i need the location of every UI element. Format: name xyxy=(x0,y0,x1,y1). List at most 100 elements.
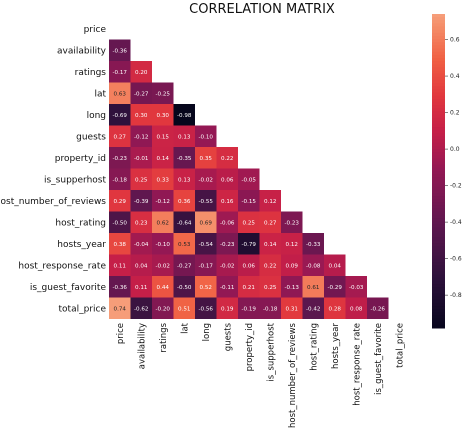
y-axis-labels: price availability ratings lat long guests pro… xyxy=(0,25,107,315)
heatmap-cells: -0.36 -0.17 0.20 0.63 -0.27 -0.25 -0.69 0.30 0.3… xyxy=(109,39,389,319)
cell-value-label: -0.02 xyxy=(156,263,170,269)
cell-value-label: -0.23 xyxy=(113,156,128,162)
x-tick-label: long xyxy=(202,323,212,341)
heatmap-cell xyxy=(195,125,217,147)
heatmap-cell xyxy=(281,211,303,233)
heatmap-cell xyxy=(195,276,217,298)
cell-value-label: -0.15 xyxy=(242,199,257,205)
heatmap-cell xyxy=(259,297,281,319)
cell-value-label: 0.11 xyxy=(135,285,148,291)
cell-value-label: -0.08 xyxy=(306,263,321,269)
cell-value-label: 0.16 xyxy=(221,199,234,205)
heatmap-cell xyxy=(130,276,152,298)
heatmap-cell xyxy=(109,125,131,147)
colorbar-segment xyxy=(432,35,445,40)
cell-value-label: -0.13 xyxy=(285,285,300,291)
heatmap-cell xyxy=(173,233,195,255)
colorbar-segment xyxy=(432,70,445,75)
colorbar-segment xyxy=(432,262,445,266)
cell-value-label: 0.21 xyxy=(243,285,256,291)
colorbar-tick-label: -0.2 xyxy=(450,183,462,190)
colorbar-segment xyxy=(432,302,445,307)
colorbar-segment xyxy=(432,111,445,115)
colorbar-segment xyxy=(432,274,445,279)
heatmap-cell xyxy=(216,190,238,212)
cell-value-label: -0.35 xyxy=(177,156,192,162)
colorbar-segment xyxy=(432,236,445,241)
heatmap-cell xyxy=(195,297,217,319)
heatmap-cell xyxy=(259,233,281,255)
colorbar-segment xyxy=(432,48,445,53)
cell-value-label: -0.02 xyxy=(199,177,213,183)
colorbar-segment xyxy=(432,171,445,175)
colorbar-segment xyxy=(432,293,445,298)
colorbar-segment xyxy=(432,287,445,291)
cell-value-label: -0.69 xyxy=(113,113,128,119)
heatmap-cell xyxy=(302,254,324,276)
cell-value-label: 0.13 xyxy=(178,177,191,183)
heatmap-cell xyxy=(259,190,281,212)
colorbar-segment xyxy=(432,233,445,238)
x-axis-labels: price availability ratings lat long guests pro… xyxy=(116,322,406,428)
y-tick-label: property_id xyxy=(55,154,106,164)
y-tick-label: hosts_year xyxy=(57,240,106,250)
cell-value-label: 0.33 xyxy=(157,177,170,183)
heatmap-cell xyxy=(324,254,346,276)
colorbar-segment xyxy=(432,284,445,288)
cell-value-label: -0.12 xyxy=(134,134,148,140)
heatmap-cell xyxy=(130,125,152,147)
cell-value-label: 0.25 xyxy=(243,220,256,226)
colorbar-segment xyxy=(432,202,445,207)
colorbar-segment xyxy=(432,145,445,150)
colorbar-tick-label: -0.6 xyxy=(450,256,462,263)
colorbar-segment xyxy=(432,17,445,21)
heatmap-cell xyxy=(130,61,152,83)
colorbar-segment xyxy=(432,315,445,320)
cell-value-label: 0.31 xyxy=(286,306,299,312)
x-tick-label: is_guest_favorite xyxy=(374,323,384,395)
colorbar-segment xyxy=(432,299,445,304)
heatmap-cell xyxy=(130,254,152,276)
y-tick-label: is_guest_favorite xyxy=(30,283,107,293)
cell-value-label: 0.53 xyxy=(178,242,191,248)
colorbar-segment xyxy=(432,73,445,78)
cell-value-label: 0.12 xyxy=(286,242,298,248)
heatmap-cell xyxy=(345,297,367,319)
cell-value-label: 0.25 xyxy=(135,177,148,183)
x-tick-label: lat xyxy=(180,322,190,334)
cell-value-label: -0.64 xyxy=(177,220,192,226)
cell-value-label: -0.56 xyxy=(199,306,214,312)
cell-value-label: -0.05 xyxy=(242,177,257,183)
cell-value-label: -0.42 xyxy=(306,306,320,312)
cell-value-label: 0.63 xyxy=(114,91,127,97)
colorbar-segment xyxy=(432,221,445,225)
heatmap-cell xyxy=(109,276,131,298)
cell-value-label: -0.10 xyxy=(156,242,171,248)
heatmap-cell xyxy=(281,254,303,276)
cell-value-label: 0.09 xyxy=(286,263,299,269)
cell-value-label: 0.61 xyxy=(307,285,320,291)
cell-value-label: 0.04 xyxy=(135,263,148,269)
colorbar-segment xyxy=(432,189,445,194)
heatmap-cell xyxy=(152,254,174,276)
heatmap-cell xyxy=(302,297,324,319)
heatmap-cell xyxy=(345,276,367,298)
colorbar-segment xyxy=(432,61,445,65)
colorbar-segment xyxy=(432,265,445,269)
heatmap-cell xyxy=(152,190,174,212)
colorbar-segment xyxy=(432,98,445,103)
cell-value-label: -0.36 xyxy=(113,285,128,291)
heatmap-cell xyxy=(302,233,324,255)
cell-value-label: 0.06 xyxy=(221,177,234,183)
colorbar-segment xyxy=(432,161,445,166)
heatmap-cell xyxy=(216,211,238,233)
cell-value-label: -0.29 xyxy=(328,285,343,291)
heatmap-cell xyxy=(173,276,195,298)
heatmap-cell xyxy=(195,211,217,233)
heatmap-cell xyxy=(367,297,389,319)
heatmap-cell xyxy=(109,254,131,276)
colorbar-segment xyxy=(432,255,445,260)
colorbar-segment xyxy=(432,312,445,316)
heatmap-cell xyxy=(109,61,131,83)
cell-value-label: -0.01 xyxy=(134,156,149,162)
